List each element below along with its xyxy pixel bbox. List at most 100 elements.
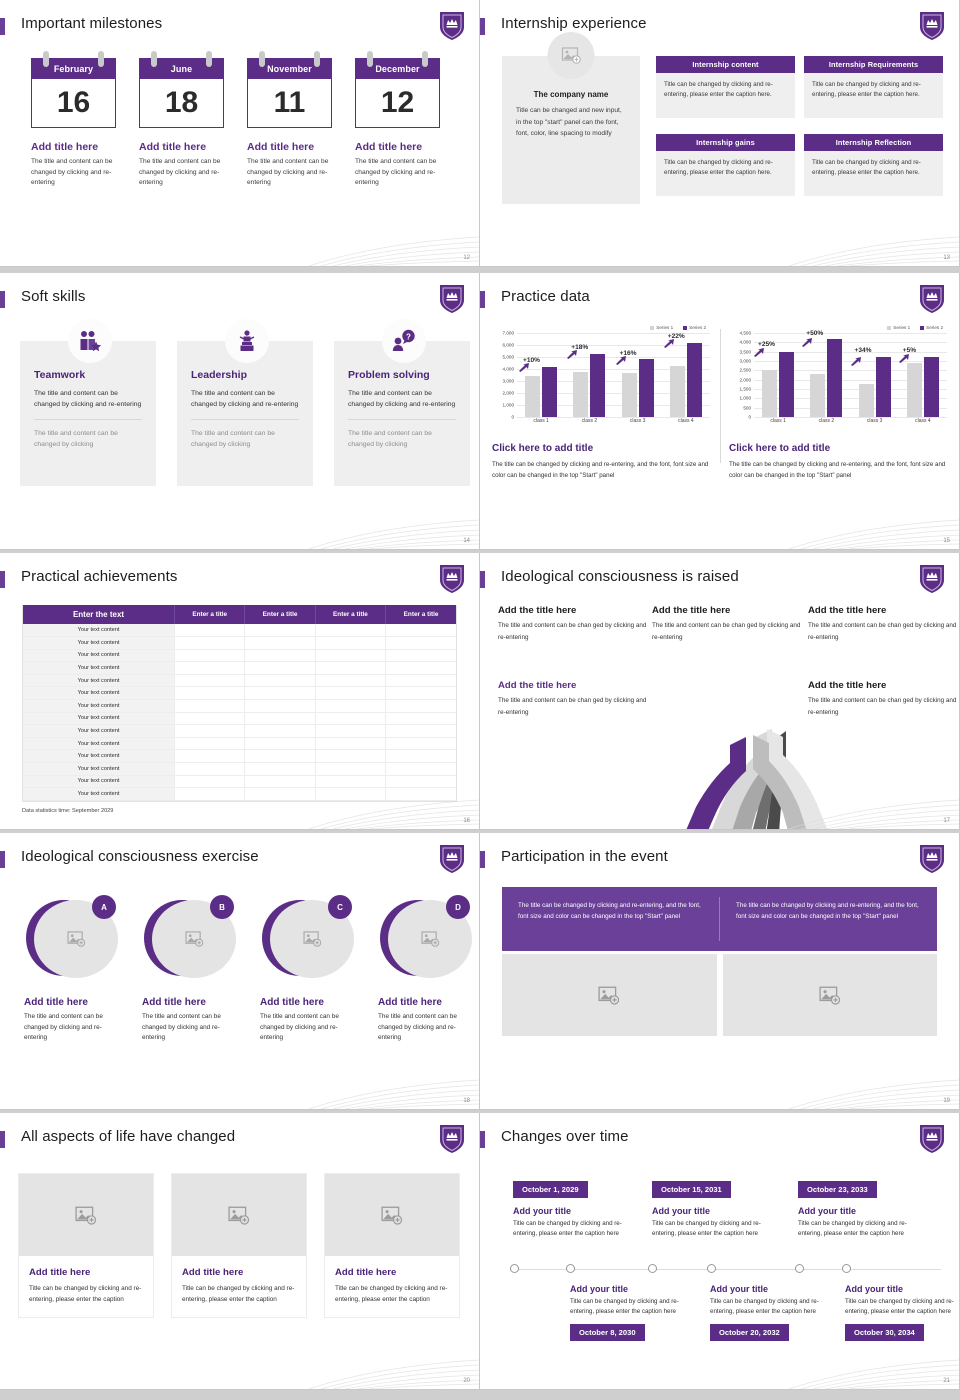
milestone-item[interactable]: December 12 Add title here The title and… (355, 51, 440, 189)
soft-skill-card[interactable]: ? Problem solving The title and content … (334, 319, 470, 486)
internship-card[interactable]: Internship Requirements Title can be cha… (804, 56, 943, 127)
table-row[interactable]: Your text content (23, 649, 456, 663)
company-card[interactable]: The company name Title can be changed an… (502, 32, 640, 204)
table-cell[interactable] (385, 787, 456, 801)
card-image-placeholder[interactable] (325, 1174, 459, 1256)
table-row[interactable]: Your text content (23, 749, 456, 764)
life-card[interactable]: Add title here Title can be changed by c… (324, 1173, 460, 1318)
timeline-item-top[interactable]: October 15, 2031 Add your title Title ca… (652, 1179, 777, 1239)
table-cell[interactable] (244, 775, 316, 789)
table-cell[interactable] (315, 649, 387, 663)
table-cell[interactable] (244, 724, 316, 738)
timeline-dot[interactable] (510, 1264, 519, 1273)
internship-card[interactable]: Internship gains Title can be changed by… (656, 133, 795, 205)
table-cell[interactable] (174, 674, 246, 688)
ideology-item[interactable]: Add the title here The title and content… (808, 680, 958, 718)
table-cell[interactable] (315, 724, 387, 738)
table-cell[interactable] (174, 649, 246, 663)
exercise-item[interactable]: C Add title here The title and content c… (260, 895, 358, 1044)
exercise-circle[interactable]: A (24, 895, 122, 983)
table-row[interactable]: Your text content (23, 762, 456, 776)
table-cell[interactable] (385, 674, 456, 688)
table-cell[interactable] (174, 762, 246, 776)
internship-card[interactable]: Internship Reflection Title can be chang… (804, 133, 943, 205)
table-cell[interactable] (315, 749, 387, 764)
table-cell[interactable] (244, 674, 316, 688)
timeline-dot[interactable] (648, 1264, 657, 1273)
table-cell[interactable] (315, 787, 387, 801)
timeline-item-top[interactable]: October 1, 2029 Add your title Title can… (513, 1179, 638, 1239)
timeline-item-bottom[interactable]: Add your title Title can be changed by c… (845, 1284, 959, 1342)
achievements-table[interactable]: Enter the text Enter a title Enter a tit… (22, 605, 457, 802)
table-cell[interactable] (315, 699, 387, 713)
table-cell[interactable] (174, 787, 246, 801)
milestone-item[interactable]: November 11 Add title here The title and… (247, 51, 332, 189)
table-cell[interactable] (244, 624, 316, 638)
table-row[interactable]: Your text content (23, 624, 456, 638)
table-cell[interactable] (174, 624, 246, 638)
table-cell[interactable] (174, 636, 246, 650)
card-image-placeholder[interactable] (19, 1174, 153, 1256)
table-cell[interactable] (385, 636, 456, 650)
table-cell[interactable] (174, 699, 246, 713)
ideology-item[interactable]: Add the title here The title and content… (808, 605, 958, 643)
exercise-item[interactable]: A Add title here The title and content c… (24, 895, 122, 1044)
table-cell[interactable] (315, 712, 387, 726)
table-cell[interactable] (385, 724, 456, 738)
table-cell[interactable] (385, 775, 456, 789)
exercise-circle[interactable]: D (378, 895, 476, 983)
table-cell[interactable] (315, 737, 387, 751)
table-row[interactable]: Your text content (23, 787, 456, 801)
exercise-item[interactable]: D Add title here The title and content c… (378, 895, 476, 1044)
company-image-placeholder[interactable] (547, 32, 595, 79)
image-placeholder-right[interactable] (722, 954, 937, 1036)
exercise-item[interactable]: B Add title here The title and content c… (142, 895, 240, 1044)
table-cell[interactable] (385, 749, 456, 764)
table-cell[interactable] (244, 712, 316, 726)
participation-banner[interactable]: The title can be changed by clicking and… (502, 887, 937, 951)
timeline-dot[interactable] (795, 1264, 804, 1273)
table-cell[interactable] (385, 686, 456, 701)
life-card[interactable]: Add title here Title can be changed by c… (171, 1173, 307, 1318)
table-cell[interactable] (315, 661, 387, 675)
table-cell[interactable] (244, 787, 316, 801)
timeline-item-bottom[interactable]: Add your title Title can be changed by c… (570, 1284, 695, 1342)
timeline-dot[interactable] (842, 1264, 851, 1273)
exercise-circle[interactable]: C (260, 895, 358, 983)
internship-card[interactable]: Internship content Title can be changed … (656, 56, 795, 127)
table-cell[interactable] (385, 762, 456, 776)
soft-skill-card[interactable]: Leadership The title and content can be … (177, 319, 313, 486)
table-cell[interactable] (244, 649, 316, 663)
table-row[interactable]: Your text content (23, 661, 456, 675)
table-cell[interactable] (385, 624, 456, 638)
table-row[interactable]: Your text content (23, 737, 456, 751)
table-row[interactable]: Your text content (23, 699, 456, 713)
table-cell[interactable] (385, 699, 456, 713)
table-cell[interactable] (174, 686, 246, 701)
ideology-item[interactable]: Add the title here The title and content… (498, 680, 648, 718)
table-cell[interactable] (315, 624, 387, 638)
table-cell[interactable] (385, 649, 456, 663)
card-image-placeholder[interactable] (172, 1174, 306, 1256)
table-cell[interactable] (385, 712, 456, 726)
exercise-circle[interactable]: B (142, 895, 240, 983)
table-cell[interactable] (315, 775, 387, 789)
life-card[interactable]: Add title here Title can be changed by c… (18, 1173, 154, 1318)
table-cell[interactable] (244, 737, 316, 751)
table-cell[interactable] (315, 686, 387, 701)
timeline-item-bottom[interactable]: Add your title Title can be changed by c… (710, 1284, 835, 1342)
table-row[interactable]: Your text content (23, 686, 456, 701)
table-cell[interactable] (174, 712, 246, 726)
table-cell[interactable] (174, 775, 246, 789)
table-row[interactable]: Your text content (23, 724, 456, 738)
milestone-item[interactable]: February 16 Add title here The title and… (31, 51, 116, 189)
table-cell[interactable] (385, 661, 456, 675)
table-cell[interactable] (315, 674, 387, 688)
table-cell[interactable] (174, 661, 246, 675)
table-cell[interactable] (244, 686, 316, 701)
ideology-item[interactable]: Add the title here The title and content… (498, 605, 648, 643)
ideology-item[interactable]: Add the title here The title and content… (652, 605, 802, 643)
table-row[interactable]: Your text content (23, 674, 456, 688)
table-cell[interactable] (244, 636, 316, 650)
table-cell[interactable] (385, 737, 456, 751)
